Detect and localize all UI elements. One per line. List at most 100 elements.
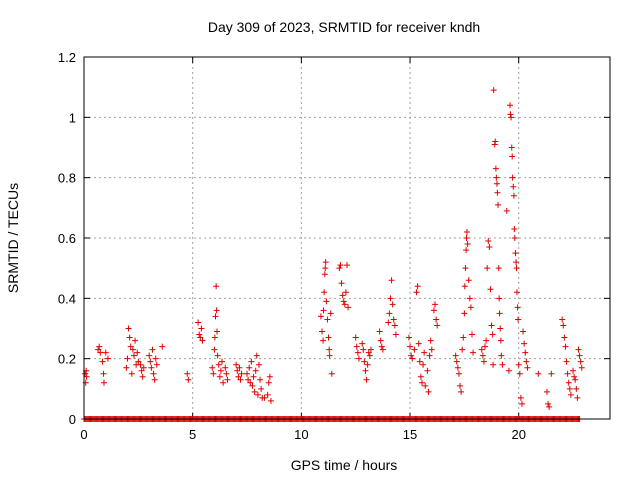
data-point	[407, 343, 414, 350]
data-point	[327, 310, 334, 317]
data-point	[522, 349, 529, 356]
data-point	[468, 331, 475, 338]
data-point	[146, 352, 153, 359]
data-point	[135, 358, 142, 365]
data-point	[264, 391, 271, 398]
data-point	[458, 388, 465, 395]
data-point	[184, 370, 191, 377]
data-point	[261, 394, 268, 401]
data-point	[562, 343, 569, 350]
points-layer	[81, 87, 585, 422]
data-point	[388, 277, 395, 284]
data-point	[564, 370, 571, 377]
data-point	[224, 376, 231, 383]
y-tick-label: 0.8	[58, 171, 76, 186]
x-tick-label: 0	[80, 427, 87, 442]
data-point	[497, 337, 504, 344]
data-point	[234, 367, 241, 374]
data-point	[452, 352, 459, 359]
data-point	[575, 346, 582, 353]
data-point	[430, 307, 437, 314]
data-point	[513, 265, 520, 272]
data-point	[509, 153, 516, 160]
data-point	[152, 355, 159, 362]
data-point	[130, 352, 137, 359]
data-point	[377, 337, 384, 344]
data-point	[95, 346, 102, 353]
data-point	[267, 397, 274, 404]
data-point	[345, 304, 352, 311]
data-point	[139, 373, 146, 380]
data-point	[319, 328, 326, 335]
data-point	[129, 346, 136, 353]
data-point	[149, 346, 156, 353]
data-point	[515, 316, 522, 323]
data-point	[320, 337, 327, 344]
data-point	[317, 313, 324, 320]
data-point	[321, 289, 328, 296]
data-point	[573, 385, 580, 392]
data-point	[517, 394, 524, 401]
data-point	[255, 361, 262, 368]
data-point	[220, 379, 227, 386]
data-point	[246, 364, 253, 371]
data-point	[254, 391, 261, 398]
data-point	[97, 349, 104, 356]
data-point	[495, 201, 502, 208]
data-point	[385, 319, 392, 326]
data-point	[511, 225, 518, 232]
data-point	[195, 319, 202, 326]
data-point	[198, 325, 205, 332]
data-point	[364, 361, 371, 368]
data-point	[467, 304, 474, 311]
data-point	[211, 346, 218, 353]
data-point	[359, 340, 366, 347]
data-point	[570, 367, 577, 374]
data-point	[341, 301, 348, 308]
data-point	[508, 114, 515, 121]
data-point	[416, 358, 423, 365]
y-tick-label: 0.4	[58, 291, 76, 306]
data-point	[462, 265, 469, 272]
data-point	[459, 346, 466, 353]
data-point	[159, 343, 166, 350]
data-point	[408, 352, 415, 359]
data-point	[248, 358, 255, 365]
y-tick-label: 0.2	[58, 352, 76, 367]
data-point	[493, 174, 500, 181]
data-point	[428, 346, 435, 353]
data-point	[484, 265, 491, 272]
data-point	[252, 367, 259, 374]
x-axis-label: GPS time / hours	[291, 457, 398, 473]
data-point	[244, 370, 251, 377]
data-point	[561, 334, 568, 341]
data-point	[513, 289, 520, 296]
data-point	[422, 382, 429, 389]
data-point	[266, 373, 273, 380]
data-point	[391, 322, 398, 329]
data-point	[392, 331, 399, 338]
data-point	[470, 349, 477, 356]
data-point	[353, 343, 360, 350]
data-point	[511, 235, 518, 241]
data-point	[486, 244, 493, 251]
data-point	[128, 370, 135, 377]
x-tick-label: 10	[294, 427, 308, 442]
data-point	[524, 364, 531, 371]
data-point	[211, 334, 218, 341]
data-point	[535, 370, 542, 377]
data-point	[123, 364, 130, 371]
data-point	[376, 328, 383, 335]
data-point	[513, 259, 520, 266]
data-point	[466, 295, 473, 302]
data-point	[196, 331, 203, 338]
y-axis-label: SRMTID / TECUs	[5, 183, 21, 293]
data-point	[82, 370, 89, 377]
data-point	[322, 265, 329, 272]
data-point	[212, 313, 219, 320]
data-point	[250, 373, 257, 380]
data-point	[324, 316, 331, 323]
data-point	[249, 382, 256, 389]
data-point	[378, 343, 385, 350]
data-point	[493, 180, 500, 187]
